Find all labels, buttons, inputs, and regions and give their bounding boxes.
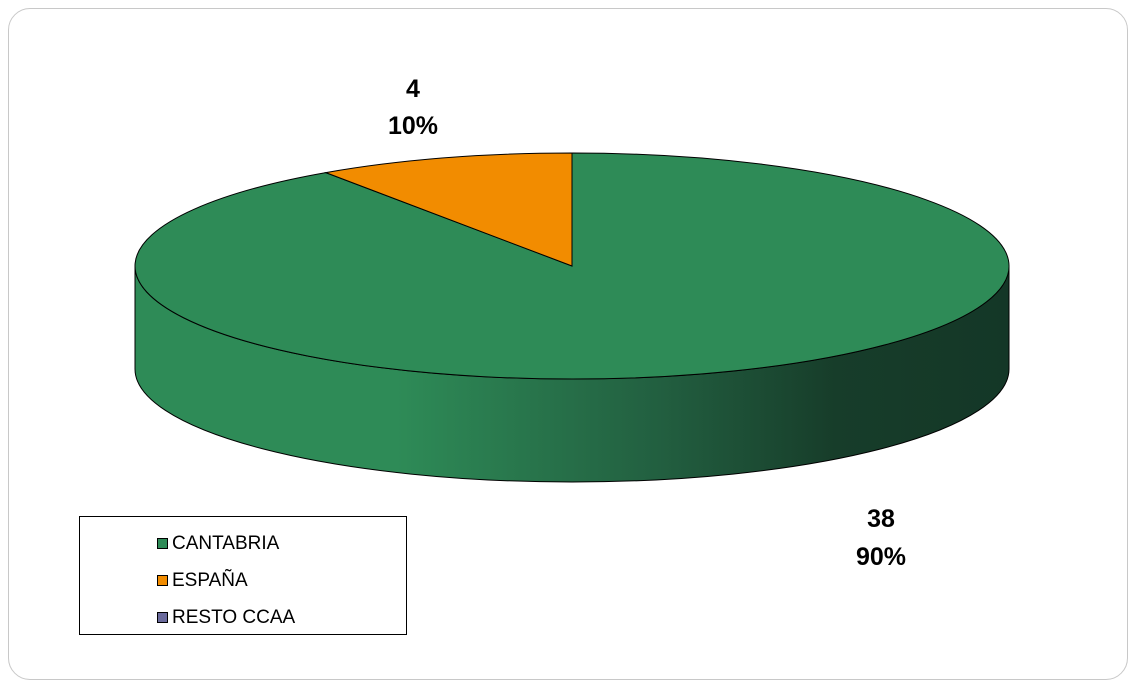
data-label-cantabria-percent: 90%	[856, 543, 906, 571]
legend-label-cantabria: CANTABRIA	[172, 532, 280, 554]
legend-swatch-resto-ccaa	[157, 612, 168, 623]
data-label-espana-percent: 10%	[388, 112, 438, 140]
legend: CANTABRIA ESPAÑA RESTO CCAA	[79, 516, 407, 635]
legend-label-espana: ESPAÑA	[172, 569, 248, 591]
pie-slice-espana	[323, 152, 573, 267]
legend-swatch-cantabria	[157, 538, 168, 549]
legend-label-resto-ccaa: RESTO CCAA	[172, 606, 296, 628]
pie-group	[134, 152, 1010, 483]
data-label-espana-value: 4	[406, 75, 420, 103]
data-label-cantabria-value: 38	[867, 505, 895, 533]
legend-item-espana: ESPAÑA	[80, 562, 406, 599]
legend-item-resto-ccaa: RESTO CCAA	[80, 599, 406, 636]
legend-item-cantabria: CANTABRIA	[80, 525, 406, 562]
legend-swatch-espana	[157, 575, 168, 586]
